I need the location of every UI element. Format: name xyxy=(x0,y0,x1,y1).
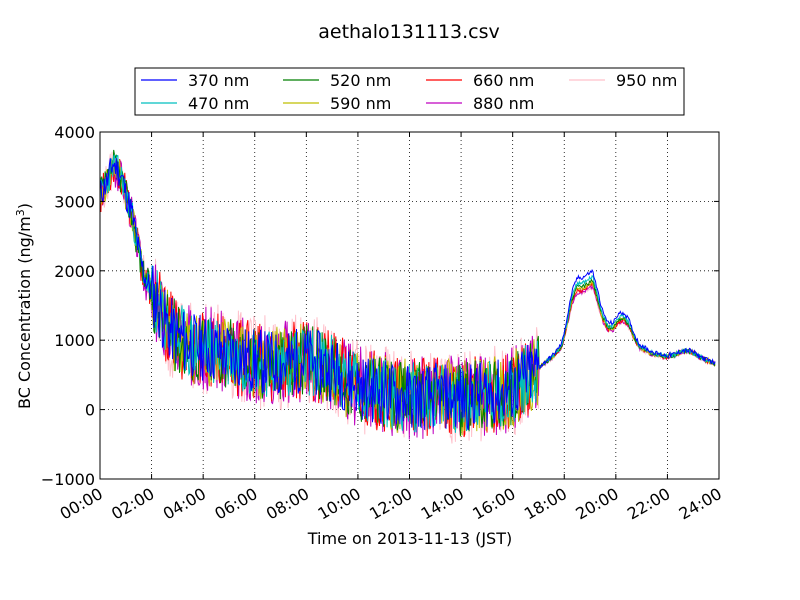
series-line-370-nm xyxy=(99,158,716,431)
y-tick-label: 0 xyxy=(85,401,95,420)
legend-frame xyxy=(134,67,685,116)
y-axis-label-main: BC Concentration (ng/m xyxy=(15,216,34,409)
y-tick-label: 4000 xyxy=(54,123,95,142)
y-tick-label: 2000 xyxy=(54,262,95,281)
y-axis-label: BC Concentration (ng/m3) xyxy=(14,203,34,409)
y-axis-label-close: ) xyxy=(15,203,34,209)
legend: 370 nm 470 nm 520 nm 590 nm 660 nm 880 nm 950 … xyxy=(134,67,685,116)
plot-area xyxy=(99,131,720,480)
legend-label: 660 nm xyxy=(473,71,534,90)
y-tick-label: −1000 xyxy=(41,470,95,489)
legend-label: 470 nm xyxy=(188,94,249,113)
chart-title: aethalo131113.csv xyxy=(318,21,500,43)
y-tick-label: 3000 xyxy=(54,192,95,211)
y-tick-label: 1000 xyxy=(54,331,95,350)
legend-label: 590 nm xyxy=(330,94,391,113)
legend-label: 370 nm xyxy=(188,71,249,90)
x-axis-label: Time on 2013-11-13 (JST) xyxy=(307,529,512,548)
legend-label: 520 nm xyxy=(330,71,391,90)
y-axis-label-superscript: 3 xyxy=(14,209,27,216)
legend-label: 880 nm xyxy=(473,94,534,113)
legend-label: 950 nm xyxy=(616,71,677,90)
y-axis-tick-labels: 4000 3000 2000 1000 0 −1000 xyxy=(41,123,95,489)
series-lines xyxy=(99,149,716,444)
tick-marks xyxy=(99,131,720,480)
